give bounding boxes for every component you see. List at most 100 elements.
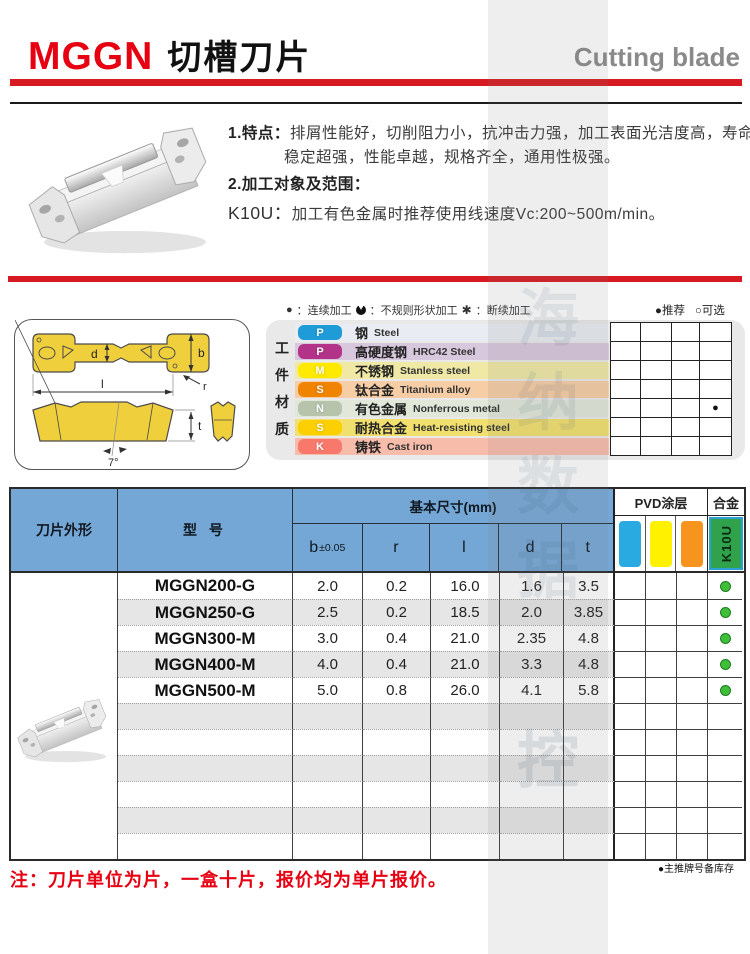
grade-text: 加工有色金属时推荐使用线速度Vc:200~500m/min。 — [291, 206, 665, 223]
col-header-t: t — [585, 538, 590, 556]
machining-legend: ● ：连续加工 ：不规则形状加工 ✱ ：断续加工 — [286, 302, 531, 318]
material-row: N 有色金属 Nonferrous metal — [295, 400, 609, 417]
col-header-model: 型 号 — [118, 489, 293, 571]
optional-label: 可选 — [701, 305, 725, 317]
k10u-available-dot — [719, 580, 731, 592]
material-name-en: Steel — [374, 326, 400, 339]
irregular-shape-machining-icon — [355, 305, 366, 315]
t-cell: 4.8 — [564, 651, 615, 677]
pvd-swatch-cell — [676, 516, 707, 571]
dim-angle-label: 7° — [108, 457, 119, 469]
pvd-cell — [677, 573, 708, 599]
feature-line-1: 1.特点：排屑性能好，切削阻力小，抗冲击力强，加工表面光洁度高，寿命 — [228, 121, 750, 143]
material-code-pill: S — [298, 382, 342, 397]
material-grid-row — [611, 361, 732, 380]
k10u-available-dot — [719, 685, 731, 696]
model-cell: MGGN200-G — [118, 573, 293, 599]
k10u-available-dot — [719, 607, 731, 618]
dim-r-label: r — [203, 381, 207, 393]
grade-label: K10U： — [228, 203, 292, 223]
model-cell: MGGN400-M — [118, 651, 293, 677]
page-title: MGGN 切槽刀片 — [28, 30, 311, 79]
material-grid-row — [611, 323, 732, 342]
scope-line: 2.加工对象及范围： — [228, 176, 370, 193]
k10u-cell — [708, 651, 742, 677]
spec-row: MGGN500-M 5.0 0.8 26.0 4.1 5.8 — [118, 677, 744, 703]
pvd-swatch — [680, 520, 703, 567]
material-row: S 耐热合金 Heat-resisting steel — [295, 419, 609, 436]
pvd-swatch — [618, 520, 641, 567]
recommended-item: ●推荐 — [655, 302, 685, 318]
r-cell: 0.2 — [363, 599, 431, 625]
dims-group-label: 基本尺寸(mm) — [293, 489, 613, 524]
spec-row-empty — [118, 781, 744, 807]
d-cell: 1.6 — [500, 573, 564, 599]
material-code-pill: P — [298, 325, 342, 340]
col-header-l: l — [430, 524, 499, 571]
b-cell: 5.0 — [293, 677, 363, 703]
spec-row: MGGN200-G 2.0 0.2 16.0 1.6 3.5 — [118, 573, 744, 599]
continuous-machining-label: ：连续加工 — [296, 305, 352, 317]
material-suitability-grid: ● — [610, 322, 732, 456]
t-cell: 5.8 — [564, 677, 615, 703]
col-header-b: b ±0.05 — [293, 524, 363, 571]
pricing-note: 注：刀片单位为片，一盒十片，报价均为单片报价。 — [10, 870, 447, 890]
spec-table: 刀片外形 型 号 基本尺寸(mm) b ±0.05 r l d t PVD涂层 — [9, 487, 746, 861]
pvd-cell — [615, 677, 646, 703]
k10u-available-dot — [719, 633, 731, 644]
l-cell: 21.0 — [431, 651, 500, 677]
pvd-coating-label: PVD涂层 — [615, 489, 707, 516]
pvd-cell — [646, 677, 677, 703]
material-name-cn: 耐热合金 — [355, 421, 408, 436]
grade-line: K10U：加工有色金属时推荐使用线速度Vc:200~500m/min。 — [228, 200, 665, 225]
b-cell: 2.5 — [293, 599, 363, 625]
dimension-drawing: d b r l t — [14, 319, 236, 469]
feature-label: 1.特点： — [228, 125, 290, 142]
material-recommended-dot: ● — [700, 399, 732, 418]
irregular-shape-machining-label: ：不规则形状加工 — [369, 305, 458, 317]
pvd-cell — [646, 573, 677, 599]
black-divider — [10, 102, 742, 104]
l-cell: 16.0 — [431, 573, 500, 599]
pvd-swatches — [615, 516, 707, 571]
l-cell: 21.0 — [431, 625, 500, 651]
pvd-swatch-cell — [615, 516, 646, 571]
spec-row-empty — [118, 729, 744, 755]
material-name-cn: 不锈钢 — [355, 364, 395, 379]
material-code-pill: P — [298, 344, 342, 359]
stock-footnote: ●主推牌号备库存 — [658, 864, 735, 875]
pvd-cell — [615, 573, 646, 599]
interrupted-machining-icon: ✱ — [461, 303, 472, 317]
pvd-cell — [677, 599, 708, 625]
material-grid-row: ● — [611, 399, 732, 418]
material-name-en: Nonferrous metal — [413, 402, 500, 415]
b-cell: 3.0 — [293, 625, 363, 651]
material-name-en: Titanium alloy — [400, 383, 471, 396]
b-cell: 4.0 — [293, 651, 363, 677]
feature-text-1: 排屑性能好，切削阻力小，抗冲击力强，加工表面光洁度高，寿命 — [289, 125, 750, 142]
material-recommended-dot — [700, 418, 732, 437]
title-english: Cutting blade — [573, 42, 740, 72]
red-divider-top — [10, 79, 742, 86]
interrupted-machining-label: ：断续加工 — [475, 305, 531, 317]
material-name-cn: 钢 — [355, 326, 369, 341]
k10u-cell — [708, 677, 742, 703]
recommended-label: 推荐 — [661, 305, 685, 317]
pvd-cell — [677, 625, 708, 651]
spec-row-empty — [118, 703, 744, 729]
recommended-dot-icon: ● — [655, 305, 662, 317]
dim-b-label: b — [198, 346, 205, 360]
pvd-cell — [615, 599, 646, 625]
dim-t-label: t — [198, 419, 202, 433]
k10u-cell — [708, 599, 742, 625]
material-row: P 高硬度钢 HRC42 Steel — [295, 343, 609, 360]
material-code-pill: M — [298, 363, 342, 378]
material-recommended-dot — [700, 342, 732, 361]
pvd-cell — [646, 625, 677, 651]
alloy-group: 合金 K10U — [708, 489, 744, 571]
material-row: M 不锈钢 Stanless steel — [295, 362, 609, 379]
series-code: MGGN — [28, 35, 154, 78]
material-name-cn: 钛合金 — [355, 383, 395, 398]
d-cell: 2.0 — [500, 599, 564, 625]
